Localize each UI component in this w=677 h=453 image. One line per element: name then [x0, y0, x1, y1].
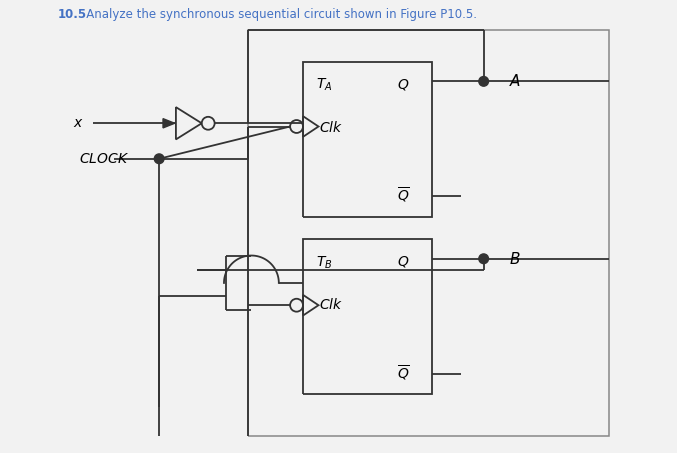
Text: $Q$: $Q$: [397, 77, 409, 92]
Text: $T_A$: $T_A$: [316, 77, 332, 93]
Circle shape: [479, 77, 489, 86]
Circle shape: [479, 254, 489, 264]
Polygon shape: [163, 119, 175, 128]
Text: $Q$: $Q$: [397, 254, 409, 269]
Text: $\overline{Q}$: $\overline{Q}$: [397, 364, 410, 383]
Text: $B$: $B$: [510, 251, 521, 267]
Text: $\overline{Q}$: $\overline{Q}$: [397, 186, 410, 205]
Text: $Clk$: $Clk$: [319, 298, 343, 313]
Text: $T_B$: $T_B$: [316, 254, 332, 270]
Text: $x$: $x$: [73, 116, 84, 130]
Text: $CLOCK$: $CLOCK$: [79, 152, 129, 166]
Text: $Clk$: $Clk$: [319, 120, 343, 135]
Text: Analyze the synchronous sequential circuit shown in Figure P10.5.: Analyze the synchronous sequential circu…: [75, 9, 477, 21]
Circle shape: [154, 154, 164, 164]
Text: 10.5: 10.5: [58, 9, 87, 21]
Text: $A$: $A$: [510, 73, 522, 89]
